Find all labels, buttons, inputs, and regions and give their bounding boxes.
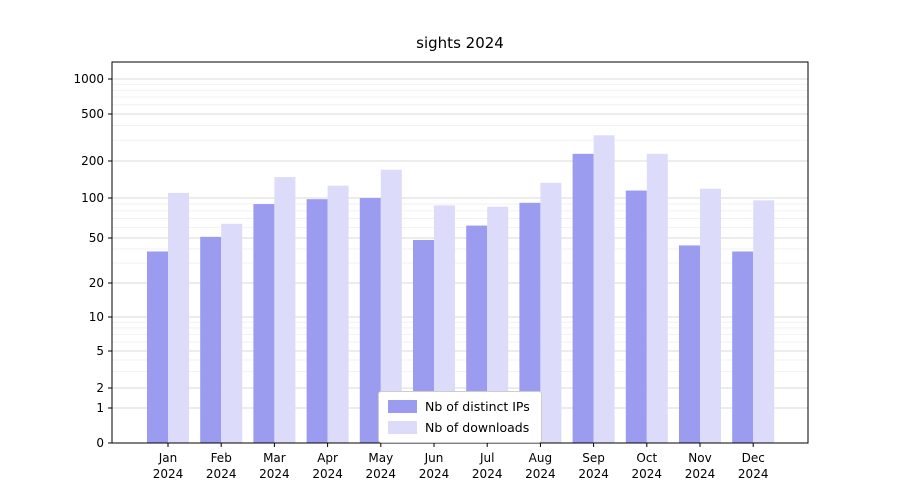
x-tick-label-year: 2024: [206, 467, 237, 481]
x-tick-label-month: Sep: [582, 451, 605, 465]
x-tick-label-year: 2024: [153, 467, 184, 481]
legend-swatch-distinct-ips: [388, 400, 417, 413]
legend: Nb of distinct IPs Nb of downloads: [378, 391, 542, 443]
bar-downloads-jul: [487, 206, 509, 443]
bar-downloads-nov: [700, 188, 721, 443]
x-tick-label-month: May: [368, 451, 393, 465]
y-tick-label: 50: [89, 231, 104, 245]
plot-border: [111, 61, 809, 444]
x-tick-label-year: 2024: [472, 467, 503, 481]
x-tick-label-month: Dec: [742, 451, 765, 465]
legend-item-distinct-ips: Nb of distinct IPs: [388, 399, 530, 414]
y-tick-label: 2: [96, 381, 104, 395]
bar-ips-feb: [200, 236, 222, 443]
bar-ips-jul: [466, 225, 488, 443]
bar-ips-sep: [572, 153, 594, 443]
legend-swatch-downloads: [388, 421, 417, 434]
x-tick-label-year: 2024: [259, 467, 290, 481]
y-tick-label: 20: [89, 276, 104, 290]
legend-label-distinct-ips: Nb of distinct IPs: [425, 399, 530, 414]
x-tick-label-year: 2024: [419, 467, 450, 481]
y-tick-label: 100: [81, 191, 104, 205]
x-tick-label-month: Nov: [688, 451, 711, 465]
x-tick-label-year: 2024: [578, 467, 609, 481]
x-tick-label-month: Jan: [158, 451, 178, 465]
legend-label-downloads: Nb of downloads: [425, 420, 530, 435]
bar-downloads-mar: [274, 177, 296, 443]
bar-downloads-jun: [434, 205, 455, 443]
chart-title: sights 2024: [416, 34, 504, 52]
y-tick-label: 0: [96, 436, 104, 450]
bar-ips-mar: [253, 204, 275, 443]
y-tick-label: 1: [96, 401, 104, 415]
x-tick-label-year: 2024: [738, 467, 769, 481]
bar-ips-nov: [679, 245, 700, 443]
bar-downloads-feb: [221, 223, 243, 443]
bar-ips-may: [359, 198, 381, 443]
x-tick-label-year: 2024: [685, 467, 716, 481]
bar-ips-apr: [306, 199, 328, 443]
y-tick-label: 500: [81, 107, 104, 121]
y-tick-label: 5: [96, 344, 104, 358]
bar-ips-oct: [625, 190, 647, 443]
bar-downloads-jan: [168, 192, 189, 443]
bar-downloads-dec: [753, 200, 775, 443]
bar-downloads-sep: [593, 135, 615, 443]
x-tick-label-year: 2024: [366, 467, 397, 481]
y-tick-label: 1000: [73, 72, 104, 86]
x-tick-label-month: Mar: [263, 451, 286, 465]
bar-downloads-oct: [646, 153, 668, 443]
y-tick-label: 200: [81, 154, 104, 168]
bar-ips-aug: [519, 202, 541, 443]
x-tick-label-month: Aug: [529, 451, 552, 465]
x-tick-label-month: Feb: [211, 451, 232, 465]
x-tick-label-year: 2024: [525, 467, 556, 481]
bar-downloads-aug: [540, 182, 562, 443]
bar-downloads-apr: [327, 185, 349, 443]
x-tick-label-month: Apr: [317, 451, 338, 465]
x-tick-label-year: 2024: [632, 467, 663, 481]
x-tick-label-month: Oct: [636, 451, 657, 465]
x-tick-label-year: 2024: [312, 467, 343, 481]
legend-item-downloads: Nb of downloads: [388, 420, 530, 435]
bar-ips-dec: [732, 251, 754, 443]
x-tick-label-month: Jun: [424, 451, 444, 465]
y-tick-label: 10: [89, 310, 104, 324]
x-tick-label-month: Jul: [479, 451, 494, 465]
bar-ips-jan: [147, 251, 168, 443]
bar-downloads-may: [380, 169, 402, 443]
